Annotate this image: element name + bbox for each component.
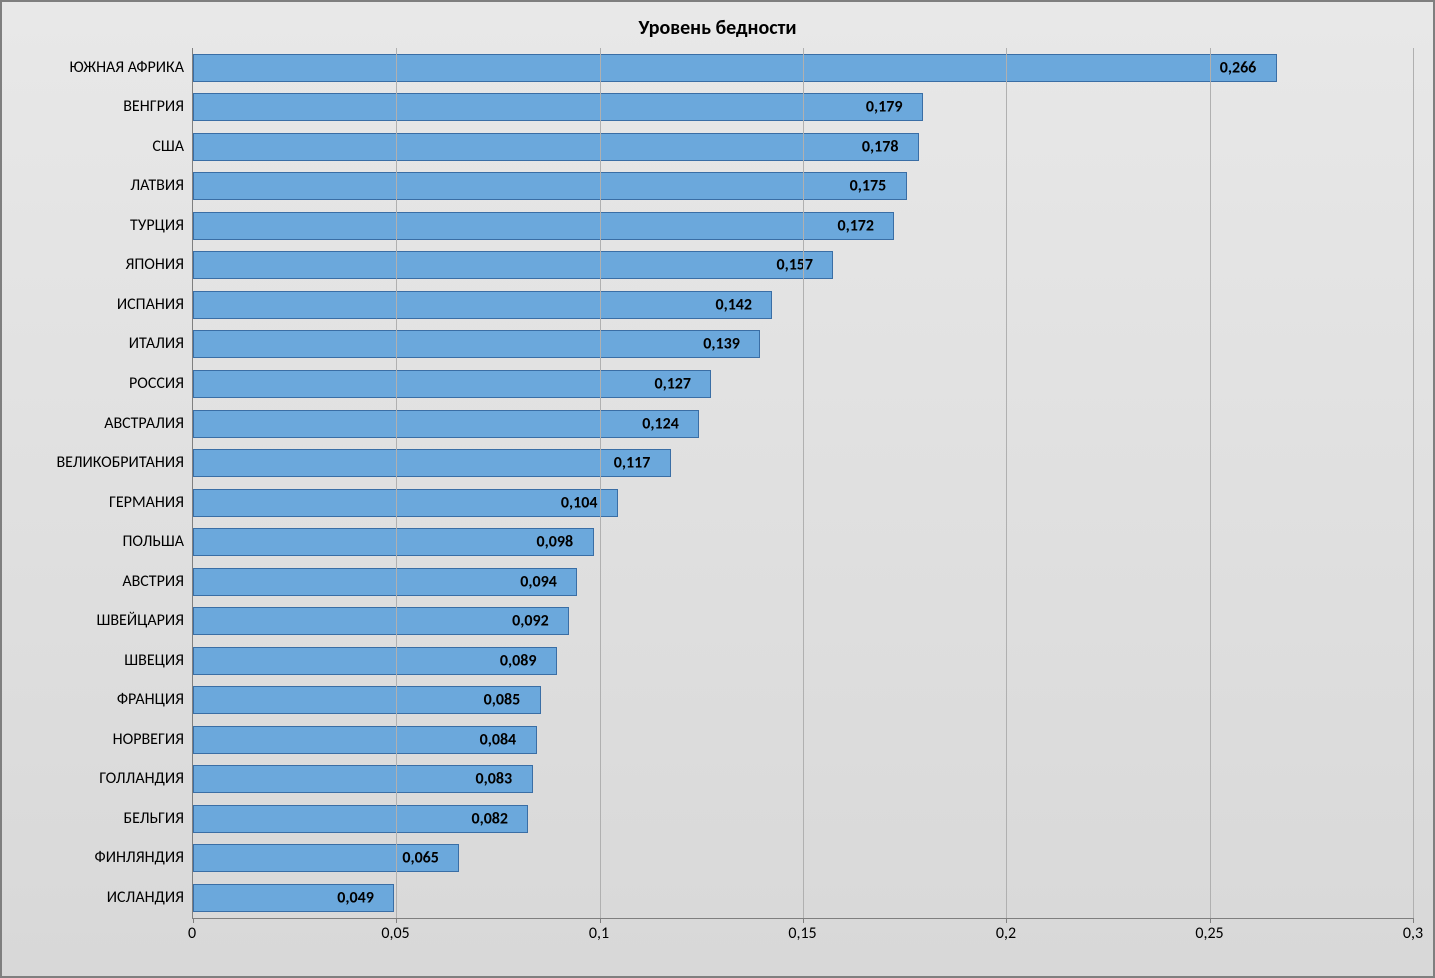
chart-container: Уровень бедности ЮЖНАЯ АФРИКА ВЕНГРИЯ США Л…: [0, 0, 1435, 978]
plot-wrapper: ЮЖНАЯ АФРИКА ВЕНГРИЯ США ЛАТВИЯ ТУРЦИЯ ЯПОНИЯ…: [22, 48, 1413, 958]
bar-value-label: 0,089: [500, 651, 537, 670]
y-axis-category-label: НОРВЕГИЯ: [113, 732, 184, 748]
bar-value-label: 0,117: [614, 454, 651, 473]
x-tick-mark: [1413, 918, 1414, 923]
y-axis-category-label: АВСТРИЯ: [122, 574, 184, 590]
y-axis-category-label: ГОЛЛАНДИЯ: [99, 771, 184, 787]
bar-value-label: 0,157: [776, 256, 813, 275]
bar-value-label: 0,094: [520, 572, 557, 591]
x-tick-label: 0,05: [381, 924, 409, 943]
y-axis-category-label: ВЕЛИКОБРИТАНИЯ: [56, 455, 184, 471]
y-axis-category-label: ИСПАНИЯ: [117, 297, 184, 313]
bar: [193, 212, 894, 240]
bar-value-label: 0,178: [862, 137, 899, 156]
bar-value-label: 0,083: [476, 770, 513, 789]
bar: [193, 251, 833, 279]
y-axis-category-label: США: [152, 139, 184, 155]
bar: [193, 370, 711, 398]
bar-value-label: 0,098: [537, 533, 574, 552]
bar: [193, 93, 923, 121]
x-tick-label: 0,3: [1403, 924, 1423, 943]
bar-value-label: 0,175: [850, 177, 887, 196]
y-axis-category-label: ФИНЛЯНДИЯ: [95, 850, 184, 866]
bar-value-label: 0,065: [402, 849, 439, 868]
bar: [193, 528, 594, 556]
grid-line: [396, 48, 397, 918]
grid-line: [1413, 48, 1414, 918]
bar: [193, 410, 699, 438]
bar: [193, 172, 907, 200]
bar-value-label: 0,179: [866, 98, 903, 117]
plot-area: 0,266 0,179 0,178 0,175 0,172 0,157 0,142 0,139…: [192, 48, 1413, 919]
y-axis-category-label: ВЕНГРИЯ: [123, 99, 184, 115]
y-axis-category-label: ИТАЛИЯ: [129, 336, 184, 352]
bar: [193, 133, 919, 161]
grid-line: [600, 48, 601, 918]
x-tick-label: 0,25: [1195, 924, 1223, 943]
bar-value-label: 0,085: [484, 691, 521, 710]
y-axis-category-label: ЯПОНИЯ: [125, 257, 184, 273]
grid-line: [1210, 48, 1211, 918]
x-tick-label: 0,2: [996, 924, 1016, 943]
y-axis-category-label: ТУРЦИЯ: [130, 218, 184, 234]
bar-value-label: 0,127: [654, 375, 691, 394]
bar-value-label: 0,266: [1220, 58, 1257, 77]
chart-title: Уровень бедности: [22, 16, 1413, 40]
bar: [193, 489, 618, 517]
bar: [193, 291, 772, 319]
y-axis-category-label: ФРАНЦИЯ: [117, 692, 184, 708]
y-axis-category-label: ШВЕЙЦАРИЯ: [96, 613, 184, 629]
bar-value-label: 0,124: [642, 414, 679, 433]
y-axis-category-label: ГЕРМАНИЯ: [109, 495, 184, 511]
y-axis-category-label: ЛАТВИЯ: [130, 178, 184, 194]
bar-value-label: 0,092: [512, 612, 549, 631]
y-axis-category-label: БЕЛЬГИЯ: [123, 811, 184, 827]
bar: [193, 54, 1277, 82]
y-axis-category-label: ШВЕЦИЯ: [124, 653, 184, 669]
bar-value-label: 0,084: [480, 730, 517, 749]
grid-line: [803, 48, 804, 918]
x-tick-label: 0,15: [788, 924, 816, 943]
x-tick-label: 0,1: [589, 924, 609, 943]
x-tick-label: 0: [188, 924, 196, 943]
y-axis-category-label: ИСЛАНДИЯ: [107, 890, 184, 906]
bar-value-label: 0,172: [837, 216, 874, 235]
x-axis: 00,050,10,150,20,250,3: [192, 918, 1413, 958]
bar-value-label: 0,139: [703, 335, 740, 354]
y-axis-category-label: ПОЛЬША: [122, 534, 184, 550]
bar: [193, 330, 760, 358]
y-axis-category-label: РОССИЯ: [129, 376, 184, 392]
grid-line: [1006, 48, 1007, 918]
bar-value-label: 0,049: [337, 888, 374, 907]
bar-value-label: 0,104: [561, 493, 598, 512]
y-axis-category-label: АВСТРАЛИЯ: [104, 416, 184, 432]
bar-value-label: 0,142: [715, 295, 752, 314]
bar-value-label: 0,082: [471, 809, 508, 828]
y-axis-category-label: ЮЖНАЯ АФРИКА: [69, 60, 184, 76]
y-axis-labels: ЮЖНАЯ АФРИКА ВЕНГРИЯ США ЛАТВИЯ ТУРЦИЯ ЯПОНИЯ…: [22, 48, 192, 918]
